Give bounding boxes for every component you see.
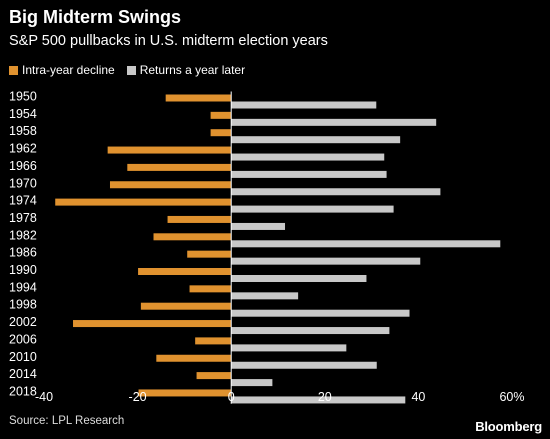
- year-label: 1966: [9, 159, 37, 173]
- x-tick-label: -20: [129, 390, 147, 404]
- legend-label-decline: Intra-year decline: [22, 63, 115, 77]
- returns-bar: [231, 205, 394, 213]
- decline-bar: [109, 181, 232, 189]
- legend-item-returns: Returns a year later: [126, 63, 246, 77]
- returns-bar: [231, 292, 299, 300]
- year-label: 1978: [9, 211, 37, 225]
- legend-item-decline: Intra-year decline: [9, 63, 115, 77]
- returns-bar: [231, 257, 421, 265]
- x-tick-label: 0: [228, 390, 235, 404]
- decline-bar: [187, 250, 232, 258]
- returns-bar: [231, 240, 501, 248]
- year-label: 1986: [9, 246, 37, 260]
- year-label: 2014: [9, 367, 37, 381]
- decline-bar: [153, 233, 232, 241]
- year-label: 1962: [9, 142, 37, 156]
- returns-bar: [231, 101, 377, 109]
- x-tick-label: -40: [35, 390, 53, 404]
- year-label: 1970: [9, 176, 37, 190]
- decline-bar: [210, 111, 232, 119]
- decline-bar: [138, 389, 232, 397]
- returns-bar: [231, 327, 390, 335]
- returns-bar: [231, 344, 347, 352]
- bloomberg-logo: Bloomberg: [475, 419, 542, 434]
- year-label: 1974: [9, 194, 37, 208]
- year-label: 1954: [9, 107, 37, 121]
- returns-bar: [231, 275, 367, 282]
- decline-bar: [127, 163, 232, 171]
- decline-bar: [55, 198, 232, 206]
- x-tick-label: 40: [411, 390, 425, 404]
- year-label: 1958: [9, 124, 37, 138]
- year-label: 1982: [9, 228, 37, 242]
- decline-bar: [140, 302, 232, 310]
- returns-bar: [231, 309, 410, 317]
- returns-bar: [231, 170, 387, 178]
- legend: Intra-year decline Returns a year later: [9, 63, 257, 77]
- year-label: 2006: [9, 332, 37, 346]
- x-tick-label: 60%: [499, 390, 524, 404]
- returns-bar: [231, 188, 441, 196]
- decline-bar: [195, 337, 232, 345]
- decline-bar: [196, 372, 232, 380]
- returns-bar: [231, 153, 385, 161]
- decline-bar: [138, 268, 232, 275]
- year-label: 2002: [9, 315, 37, 329]
- returns-bar: [231, 118, 437, 126]
- x-tick-label: 20: [318, 390, 332, 404]
- decline-bar: [165, 94, 232, 102]
- year-label: 2010: [9, 350, 37, 364]
- year-label: 1998: [9, 298, 37, 312]
- decline-bar: [210, 129, 232, 137]
- legend-swatch-decline: [9, 65, 18, 75]
- chart-subtitle: S&P 500 pullbacks in U.S. midterm electi…: [9, 33, 328, 49]
- legend-label-returns: Returns a year later: [139, 63, 246, 77]
- decline-bar: [189, 285, 232, 293]
- returns-bar: [231, 396, 406, 404]
- returns-bar: [231, 222, 286, 230]
- decline-bar: [73, 320, 232, 328]
- returns-bar: [231, 379, 273, 387]
- year-label: 1950: [9, 90, 37, 104]
- legend-swatch-returns: [126, 65, 136, 75]
- decline-bar: [107, 146, 232, 154]
- source-note: Source: LPL Research: [9, 415, 125, 427]
- returns-bar: [231, 136, 401, 144]
- year-label: 2018: [9, 384, 37, 398]
- chart-title: Big Midterm Swings: [9, 7, 182, 27]
- decline-bar: [167, 215, 232, 223]
- decline-bar: [156, 354, 232, 362]
- year-label: 1990: [9, 263, 37, 277]
- returns-bar: [231, 361, 377, 369]
- year-label: 1994: [9, 280, 37, 294]
